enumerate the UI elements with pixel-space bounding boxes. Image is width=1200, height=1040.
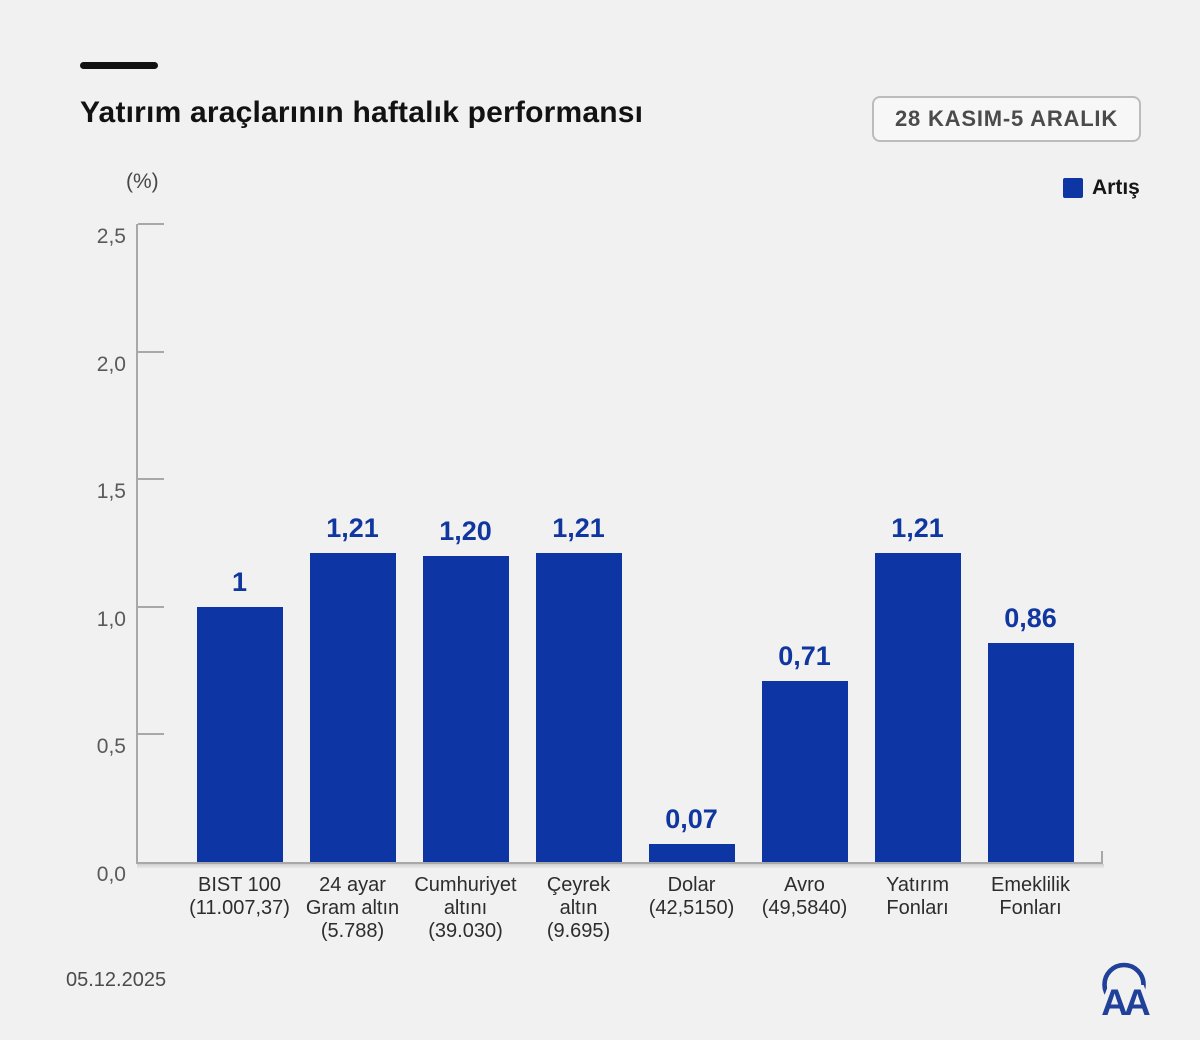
bar-column: 1,21 Yatırım Fonları [861,224,974,919]
x-axis-category-label-line: (9.695) [546,920,611,942]
bar-yat-r-m [874,553,961,862]
x-axis-category-label-line: (11.007,37) [189,897,290,919]
x-axis-category-label-line: 24 ayar [319,874,386,896]
x-axis-category-label-line: Çeyrek [546,874,611,896]
bar-value-label: 0,07 [665,804,718,835]
baseline-shadow [137,864,1104,869]
y-axis-tick-label: 2,0 [96,352,126,376]
bar-column: 0,07 Dolar (42,5150) [635,224,748,919]
x-axis-category-label: 24 ayar Gram altın (5.788) [263,874,443,943]
bar-value-label: 1,21 [552,513,605,544]
bar-value-label: 0,86 [1004,602,1057,633]
legend: Artış [1063,176,1140,200]
bar-value-label: 0,71 [778,640,831,671]
bar-value-label: 1 [231,566,248,597]
x-axis-category-label-line: altını [443,897,488,919]
y-axis-tick-label: 1,0 [96,607,126,631]
y-axis-tick [138,350,164,353]
bar-value-label: 1,21 [891,513,944,544]
bar-column: 0,71 Avro (49,5840) [748,224,861,919]
anadolu-agency-logo: AA AA [1097,962,1152,1022]
bar-24-ayar [309,553,396,862]
y-axis-tick-label: 0,0 [96,863,126,886]
bars-container: 1 BIST 100 (11.007,37) 1,21 24 ayar Gram altı… [183,224,1087,942]
legend-series-label: Artış [1092,176,1140,199]
date-range-badge: 28 KASIM-5 ARALIK [872,96,1142,142]
x-axis-category-label-line: Fonları [886,897,949,919]
y-axis-tick [138,605,164,608]
x-axis-category-label-line: Emeklilik [991,874,1070,896]
x-axis-category-label: Cumhuriyet altını (39.030) [376,874,556,943]
x-axis-category-label-line: Yatırım [886,874,949,896]
x-axis-category-label-line: BIST 100 [197,874,282,896]
x-axis-category-label-line: Dolar [667,874,716,896]
x-axis-category-label-line: Avro [784,874,825,896]
x-axis-category-label-line: Fonları [999,897,1062,919]
x-axis-category-label: Çeyrek altın (9.695) [489,874,669,943]
bar-dolar [648,844,735,862]
bar-value-label: 1,21 [326,513,379,544]
bar-chart-plot-area: 1 BIST 100 (11.007,37) 1,21 24 ayar Gram altı… [136,223,1103,942]
y-axis-unit-label: (%) [126,170,159,193]
bar-cumhuriyet [422,555,509,862]
y-axis-tick-label: 1,5 [96,480,126,504]
bar-column: 1 BIST 100 (11.007,37) [183,224,296,919]
title-accent-dash [80,62,158,69]
x-axis-category-label: BIST 100 (11.007,37) [150,874,330,920]
x-axis-category-label: Dolar (42,5150) [602,874,782,920]
y-axis-tick [138,478,164,481]
bar-value-label: 1,20 [439,515,492,546]
x-axis-category-label: Yatırım Fonları [828,874,1008,920]
y-axis-tick-label: 2,5 [96,225,126,248]
x-axis-category-label-line: Cumhuriyet [414,874,517,896]
page-title: Yatırım araçlarının haftalık performansı [80,96,644,129]
bar-column: 1,21 Çeyrek altın (9.695) [522,224,635,942]
bar-avro [761,680,848,862]
y-axis-tick-label: 0,5 [96,735,126,759]
x-axis-category-label-line: (42,5150) [648,897,735,919]
x-axis-category-label-line: (49,5840) [761,897,848,919]
bar-emeklilik [987,642,1074,862]
x-axis-category-label-line: Gram altın [305,897,400,919]
bar-column: 1,21 24 ayar Gram altın (5.788) [296,224,409,942]
x-axis-category-label: Emeklilik Fonları [941,874,1121,920]
x-axis-category-label-line: (39.030) [428,920,503,942]
y-axis-tick [138,733,164,736]
bar--eyrek [535,553,622,862]
svg-text:AA: AA [1101,982,1150,1022]
legend-swatch-icon [1063,178,1083,198]
bar-column: 0,86 Emeklilik Fonları [974,224,1087,919]
x-axis-category-label: Avro (49,5840) [715,874,895,920]
y-axis-tick [138,223,164,225]
x-axis-category-label-line: altın [559,897,598,919]
x-axis-right-end-tick [1101,851,1103,862]
bar-bist-100 [196,606,283,862]
publication-date: 05.12.2025 [66,969,167,991]
svg-text:AA: AA [1101,982,1150,1022]
bar-column: 1,20 Cumhuriyet altını (39.030) [409,224,522,942]
date-range-label: 28 KASIM-5 ARALIK [895,106,1119,131]
x-axis-category-label-line: (5.788) [320,920,385,942]
